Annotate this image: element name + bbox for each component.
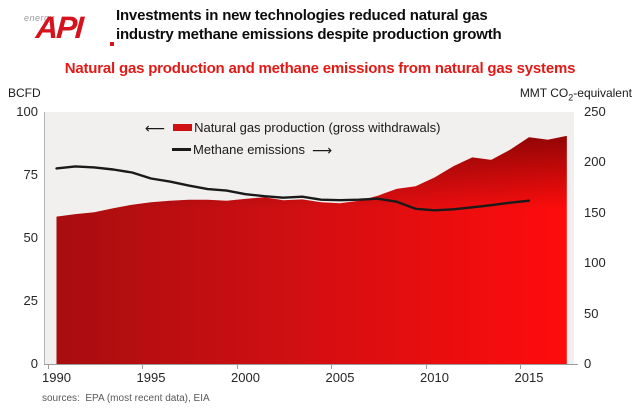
x-axis-tick-label: 2005 [325,370,355,385]
page-title: Investments in new technologies reduced … [116,7,596,44]
page-title-line1: Investments in new technologies reduced … [116,7,488,24]
x-axis-tick-label: 1995 [136,370,166,385]
left-axis-tick-label: 75 [23,167,38,182]
chart-canvas [55,135,567,364]
left-axis-line [44,112,45,365]
right-arrow-icon: ⟶ [312,141,333,158]
x-axis-tick-label: 2015 [514,370,544,385]
api-logo-energy-text: energy [24,13,55,23]
right-axis-tick-label: 200 [584,154,606,170]
left-axis-tick-label: 50 [23,230,38,245]
right-axis-tick-label: 150 [584,204,606,220]
x-axis-tick-label: 1990 [42,370,71,385]
api-logo-text: API [34,10,83,45]
legend-emissions-row: Methane emissions ⟶ [172,142,332,157]
left-axis-tick-label: 100 [16,104,38,119]
api-logo-reg-dot [110,42,114,46]
sources-note: sources: EPA (most recent data), EIA [42,393,210,404]
x-axis-tick-mark [142,365,143,369]
left-axis-tick-label: 0 [30,356,38,371]
chart-subtitle: Natural gas production and methane emiss… [64,60,576,77]
x-axis-line [44,364,578,365]
right-axis-tick-label: 250 [584,104,606,119]
right-axis-tick-label: 100 [584,255,606,271]
left-arrow-icon: ⟵ [145,119,166,136]
left-axis-unit-label: BCFD [8,86,41,100]
right-axis-tick-label: 0 [584,356,592,371]
production-swatch-icon [173,124,193,131]
right-axis-tick-label: 50 [584,305,599,321]
x-axis-tick-mark [425,365,427,369]
legend-production-row: ⟵ Natural gas production (gross withdraw… [145,120,440,135]
emissions-line-icon [172,148,191,151]
left-axis-tick-label: 25 [23,293,38,308]
production-area-top-shade [56,135,567,364]
api-logo: energy API [22,6,114,50]
x-axis-tick-mark [47,365,49,369]
x-axis-tick-mark [236,365,238,369]
right-axis-unit-label: MMT CO2-equivalent [519,86,632,103]
legend-production-label: Natural gas production (gross withdrawal… [194,120,441,135]
legend-emissions-label: Methane emissions [193,142,305,157]
x-axis-tick-mark [520,365,521,369]
page-title-line2: industry methane emissions despite produ… [116,25,502,43]
x-axis-tick-label: 2000 [231,370,260,385]
x-axis-tick-mark [331,365,332,369]
x-axis-tick-label: 2010 [420,370,449,385]
methane-emissions-line-series [55,165,531,212]
